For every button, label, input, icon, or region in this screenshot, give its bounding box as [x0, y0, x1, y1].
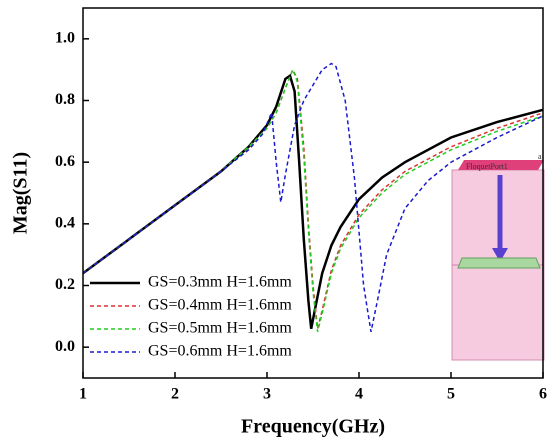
x-tick-label: 6: [539, 386, 547, 403]
x-tick-label: 5: [447, 386, 455, 403]
inset-label: FloquetPort1: [466, 162, 508, 171]
chart: FloquetPort1 a 1 2 3 4 5 6 0.0 0.2 0.4 0.6 0.8 1.0 F…: [0, 0, 548, 443]
x-tick-label: 3: [263, 386, 271, 403]
legend-label: GS=0.3mm H=1.6mm: [148, 274, 292, 291]
legend-label: GS=0.6mm H=1.6mm: [148, 343, 292, 360]
x-tick-label: 2: [171, 386, 179, 403]
legend-label: GS=0.4mm H=1.6mm: [148, 297, 292, 314]
y-axis-title: Mag(S11): [10, 152, 32, 234]
y-tick-label: 1.0: [55, 30, 75, 47]
x-tick-label: 4: [355, 386, 363, 403]
inset-substrate: [458, 258, 540, 268]
y-tick-label: 0.0: [55, 338, 75, 355]
x-tick-label: 1: [79, 386, 87, 403]
y-tick-label: 0.2: [55, 276, 75, 293]
x-axis-title: Frequency(GHz): [241, 416, 385, 438]
y-tick-label: 0.6: [55, 153, 75, 170]
y-tick-label: 0.8: [55, 91, 75, 108]
inset-model: FloquetPort1 a: [452, 152, 544, 360]
legend-label: GS=0.5mm H=1.6mm: [148, 320, 292, 337]
y-tick-label: 0.4: [55, 215, 75, 232]
inset-marker: a: [538, 152, 542, 161]
